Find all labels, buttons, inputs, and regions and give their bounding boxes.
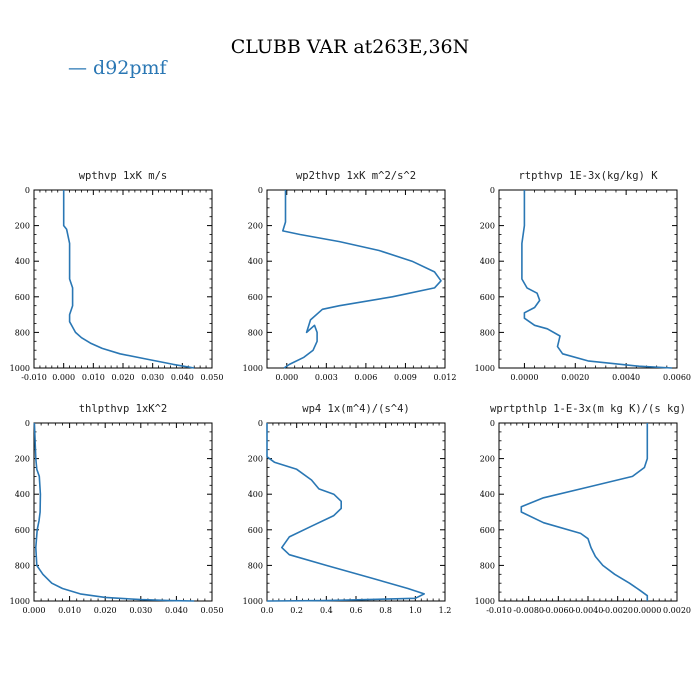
plot-frame (498, 189, 678, 369)
x-tick-label: -0.0020 (602, 606, 633, 615)
y-tick-label: 600 (480, 293, 495, 302)
x-tick-label: 0.6 (350, 606, 363, 615)
x-tick-label: 0.0000 (510, 373, 538, 382)
x-tick-label: 0.003 (315, 373, 338, 382)
plot-frame (33, 189, 213, 369)
panel-title: thlpthvp 1xK^2 (79, 403, 168, 415)
y-tick-label: 400 (248, 257, 263, 266)
y-tick-label: 400 (15, 490, 30, 499)
y-tick-label: 200 (248, 455, 263, 464)
x-tick-label: 0.009 (394, 373, 417, 382)
y-tick-label: 800 (480, 561, 495, 570)
y-tick-label: 0 (25, 186, 30, 195)
y-tick-label: 800 (248, 561, 263, 570)
y-tick-label: 400 (15, 257, 30, 266)
y-tick-label: 1000 (475, 364, 495, 373)
x-tick-label: 0.000 (52, 373, 75, 382)
x-tick-label: 0.020 (94, 606, 117, 615)
panel-2: wp2thvp 1xK m^2/s^2 0 200 400 600 800 1000 0.00… (243, 170, 457, 382)
x-tick-label: 0.006 (354, 373, 377, 382)
x-tick-label: 0.0000 (633, 606, 661, 615)
y-tick-label: 400 (480, 490, 495, 499)
x-tick-label: 0.0020 (663, 606, 691, 615)
y-tick-label: 400 (248, 490, 263, 499)
y-tick-label: 0 (258, 186, 263, 195)
x-tick-label: 0.010 (58, 606, 81, 615)
plot-frame (266, 189, 446, 369)
panel-1: wpthvp 1xK m/s 0 200 400 600 800 1000-0.010 0.0… (10, 170, 224, 382)
x-tick-label: 0.000 (275, 373, 298, 382)
y-tick-label: 800 (248, 328, 263, 337)
panel-title: wpthvp 1xK m/s (79, 170, 168, 182)
series-line-d92pmf (62, 190, 195, 369)
x-tick-label: -0.0040 (573, 606, 604, 615)
x-tick-label: 0.0040 (612, 373, 640, 382)
y-tick-label: 200 (15, 222, 30, 231)
y-tick-label: 1000 (10, 364, 30, 373)
y-tick-label: 600 (248, 526, 263, 535)
y-tick-label: 600 (480, 526, 495, 535)
x-tick-label: -0.0080 (513, 606, 544, 615)
x-tick-label: 0.020 (112, 373, 135, 382)
series-line-d92pmf (33, 422, 195, 602)
y-tick-label: 600 (15, 526, 30, 535)
x-tick-label: 0.0060 (663, 373, 691, 382)
y-tick-label: 0 (258, 419, 263, 428)
panel-6: wprtpthlp 1-E-3x(m kg K)/(s kg) 0 200 400 60… (475, 403, 691, 615)
x-tick-label: 1.2 (439, 606, 452, 615)
y-tick-label: 800 (480, 328, 495, 337)
panel-title: wp2thvp 1xK m^2/s^2 (296, 170, 416, 182)
x-tick-label: 1.0 (409, 606, 422, 615)
y-tick-label: 1000 (243, 597, 263, 606)
y-tick-label: 800 (15, 561, 30, 570)
y-tick-label: 600 (248, 293, 263, 302)
panel-title: wp4 1x(m^4)/(s^4) (302, 403, 409, 415)
y-tick-label: 200 (480, 222, 495, 231)
series-line-d92pmf (520, 423, 649, 601)
x-tick-label: 0.012 (434, 373, 457, 382)
series-line-d92pmf (281, 190, 442, 369)
y-tick-label: 0 (25, 419, 30, 428)
series-line-d92pmf (266, 423, 426, 602)
y-tick-label: 0 (490, 186, 495, 195)
x-tick-label: -0.0060 (543, 606, 574, 615)
legend-entry: — d92pmf (68, 57, 167, 79)
y-tick-label: 200 (480, 455, 495, 464)
x-tick-label: 0.0020 (561, 373, 589, 382)
y-tick-label: 400 (480, 257, 495, 266)
y-tick-label: 600 (15, 293, 30, 302)
y-tick-label: 1000 (475, 597, 495, 606)
x-tick-label: 0.8 (379, 606, 392, 615)
y-tick-label: 200 (15, 455, 30, 464)
chart-main-title: CLUBB VAR at263E,36N (230, 36, 470, 58)
x-tick-label: -0.010 (486, 606, 512, 615)
y-tick-label: 1000 (243, 364, 263, 373)
x-tick-label: 0.2 (290, 606, 303, 615)
x-tick-label: 0.4 (320, 606, 333, 615)
x-tick-label: -0.010 (21, 373, 47, 382)
panel-title: wprtpthlp 1-E-3x(m kg K)/(s kg) (490, 403, 686, 415)
x-tick-label: 0.050 (201, 373, 224, 382)
plot-frame (498, 422, 678, 602)
x-tick-label: 0.000 (23, 606, 46, 615)
x-tick-label: 0.030 (141, 373, 164, 382)
y-tick-label: 0 (490, 419, 495, 428)
x-tick-label: 0.030 (129, 606, 152, 615)
series-line-d92pmf (521, 190, 672, 369)
panel-title: rtpthvp 1E-3x(kg/kg) K (518, 170, 658, 182)
x-tick-label: 0.040 (171, 373, 194, 382)
y-tick-label: 200 (248, 222, 263, 231)
x-tick-label: 0.050 (201, 606, 224, 615)
x-tick-label: 0.010 (82, 373, 105, 382)
plot-frame (33, 422, 213, 602)
x-tick-label: 0.040 (165, 606, 188, 615)
x-tick-label: 0.0 (261, 606, 274, 615)
y-tick-label: 1000 (10, 597, 30, 606)
y-tick-label: 800 (15, 328, 30, 337)
panel-3: rtpthvp 1E-3x(kg/kg) K 0 200 400 600 800 1000 0… (475, 170, 691, 382)
